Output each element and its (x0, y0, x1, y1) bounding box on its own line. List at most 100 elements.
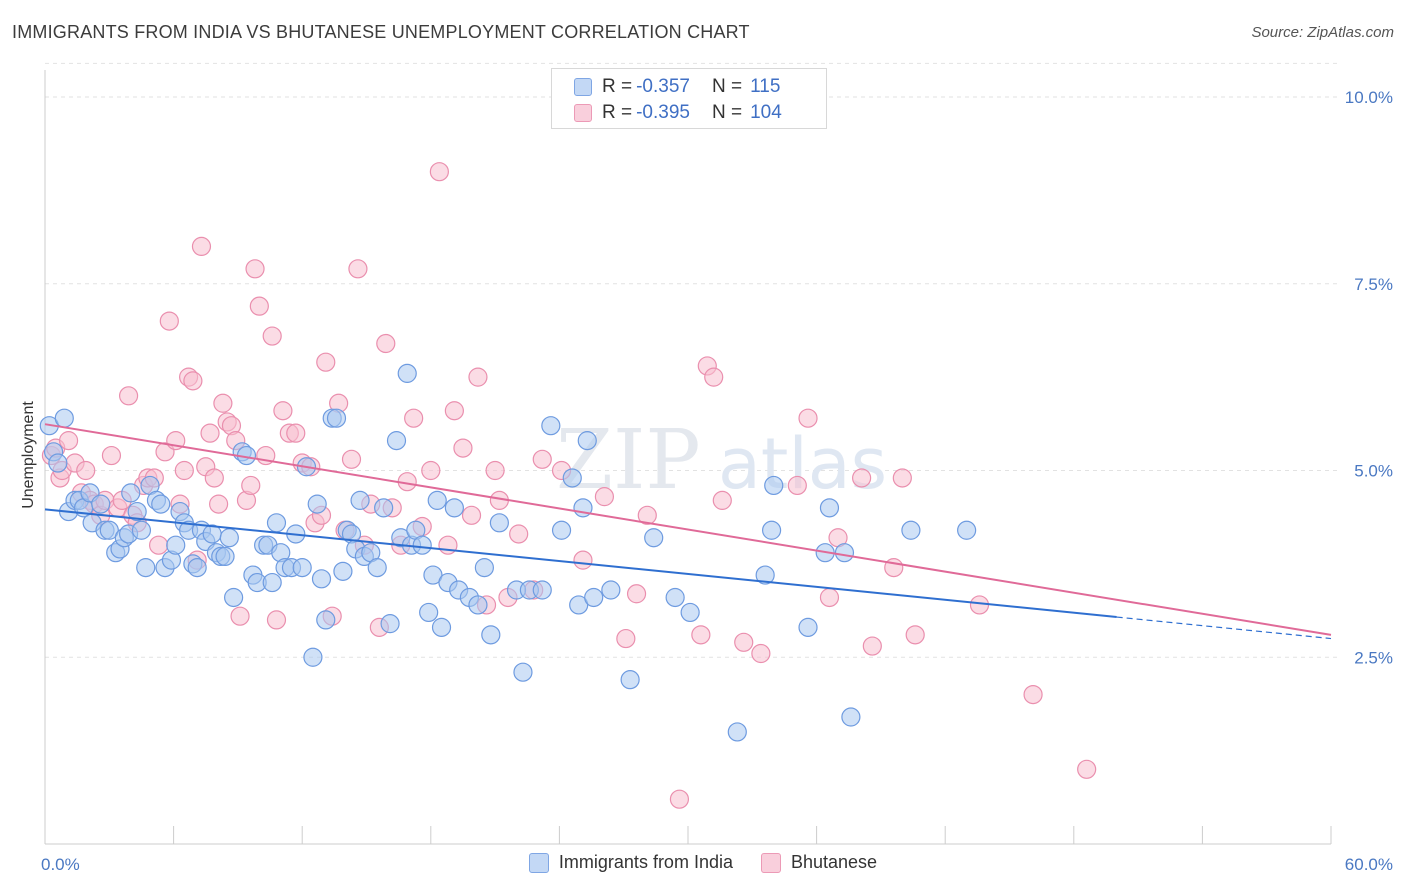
india-point (680, 602, 700, 623)
bhutanese-point (444, 401, 464, 421)
bhutanese-point (669, 789, 690, 809)
bhutanese-point (819, 587, 840, 608)
bhutanese-point (183, 371, 203, 391)
bhutanese-point (249, 296, 269, 316)
india-point (562, 468, 582, 488)
bhutanese-point (429, 162, 449, 182)
bhutanese-swatch (760, 852, 781, 873)
legend-item-bhutanese: Bhutanese (760, 852, 878, 873)
india-point (121, 483, 141, 503)
legend-row-india: R = -0.357 N = 115 (574, 74, 780, 100)
bhutanese-point (213, 393, 233, 413)
bhutanese-swatch (574, 104, 592, 122)
legend-item-india: Immigrants from India (528, 852, 733, 873)
y-tick-labels: 2.5% 5.0% 7.5% 10.0% (1345, 88, 1393, 667)
legend-label-india: Immigrants from India (558, 852, 733, 872)
bhutanese-point (969, 595, 990, 615)
india-point (489, 513, 509, 533)
india-point (151, 494, 171, 514)
india-points (39, 363, 977, 742)
india-point (761, 520, 782, 540)
bhutanese-point (101, 445, 122, 466)
bhutanese-point (286, 423, 306, 443)
bhutanese-point (241, 475, 261, 496)
bhutanese-point (174, 460, 194, 481)
bhutanese-point (712, 490, 732, 510)
y-axis-label: Unemployment (20, 401, 37, 509)
india-point (386, 431, 407, 451)
legend-n-value: 104 (750, 102, 782, 123)
bhutanese-point (798, 408, 818, 428)
india-point (311, 569, 332, 589)
india-trend-extension (1116, 616, 1332, 640)
bhutanese-point (266, 610, 287, 630)
india-point (307, 494, 327, 514)
series-legend: Immigrants from India Bhutanese (0, 852, 1406, 873)
india-point (755, 565, 775, 585)
bhutanese-point (509, 524, 529, 544)
india-point (215, 546, 235, 567)
bhutanese-point (404, 408, 424, 428)
india-trend-line (44, 508, 1117, 619)
india-point (584, 587, 604, 608)
india-point (834, 543, 855, 563)
bhutanese-point (787, 475, 807, 496)
bhutanese-point (376, 333, 396, 354)
india-point (431, 617, 452, 637)
bhutanese-point (58, 431, 79, 451)
india-point (187, 558, 207, 578)
bhutanese-point (468, 367, 488, 387)
india-point (901, 520, 921, 540)
bhutanese-point (461, 505, 482, 525)
grid-lines (45, 62, 1341, 658)
india-point (219, 528, 239, 548)
india-point (136, 558, 156, 578)
trend-lines (44, 423, 1332, 640)
india-point (91, 494, 111, 514)
india-point (303, 647, 323, 667)
legend-r-value: -0.357 (636, 76, 690, 97)
bhutanese-point (148, 535, 169, 555)
chart-title: IMMIGRANTS FROM INDIA VS BHUTANESE UNEMP… (12, 22, 750, 42)
bhutanese-point (230, 606, 250, 626)
bhutanese-point (341, 449, 362, 469)
india-point (474, 558, 494, 578)
bhutanese-point (532, 449, 552, 469)
india-point (374, 498, 394, 518)
bhutanese-point (691, 625, 711, 645)
bhutanese-trend-line (44, 423, 1332, 636)
india-point (131, 520, 152, 540)
bhutanese-point (76, 460, 96, 481)
bhutanese-point (118, 386, 139, 406)
india-point (166, 535, 186, 555)
legend-row-bhutanese: R = -0.395 N = 104 (574, 100, 782, 126)
india-point (764, 475, 784, 496)
india-point (841, 707, 861, 727)
bhutanese-point (704, 367, 724, 387)
legend-r-label: R = (602, 102, 633, 123)
bhutanese-point (594, 487, 615, 507)
india-point (127, 501, 147, 522)
bhutanese-point (204, 468, 224, 488)
bhutanese-point (905, 625, 925, 645)
bhutanese-point (209, 494, 229, 514)
india-point (577, 431, 597, 451)
india-point (444, 498, 464, 518)
x-tick-labels: 0.0% 60.0% (41, 855, 1393, 874)
india-point (427, 490, 447, 510)
bhutanese-point (573, 550, 593, 570)
y-tick-label: 5.0% (1354, 462, 1393, 481)
india-swatch (574, 78, 592, 96)
bhutanese-point (191, 236, 212, 256)
y-tick-label: 7.5% (1354, 275, 1393, 294)
india-point (316, 610, 336, 630)
india-point (532, 580, 552, 600)
y-tick-label: 2.5% (1354, 648, 1393, 667)
india-point (957, 520, 977, 540)
india-point (48, 453, 68, 473)
x-tick-label: 0.0% (41, 855, 80, 874)
x-tick-label: 60.0% (1345, 855, 1393, 874)
watermark-zip: ZIP (556, 413, 701, 508)
legend-label-bhutanese: Bhutanese (790, 852, 878, 872)
